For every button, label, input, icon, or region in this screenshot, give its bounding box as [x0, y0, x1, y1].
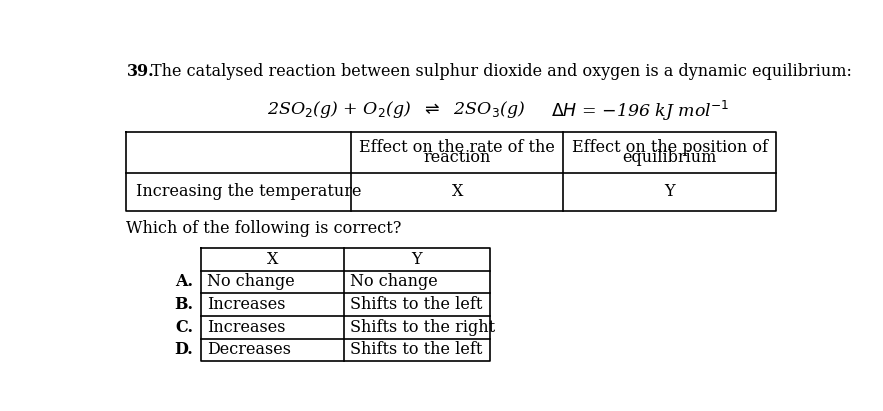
- Text: B.: B.: [175, 296, 193, 313]
- Text: C.: C.: [176, 319, 193, 336]
- Text: D.: D.: [175, 342, 193, 358]
- Text: Effect on the rate of the: Effect on the rate of the: [359, 139, 555, 156]
- Text: Shifts to the left: Shifts to the left: [350, 296, 482, 313]
- Text: X: X: [267, 251, 278, 268]
- Text: reaction: reaction: [424, 149, 491, 166]
- Text: The catalysed reaction between sulphur dioxide and oxygen is a dynamic equilibri: The catalysed reaction between sulphur d…: [151, 63, 852, 80]
- Text: Y: Y: [664, 183, 675, 200]
- Text: Increasing the temperature: Increasing the temperature: [136, 183, 361, 200]
- Text: $\Delta H$ = $-$196 kJ mol$^{-1}$: $\Delta H$ = $-$196 kJ mol$^{-1}$: [552, 99, 729, 123]
- Text: Increases: Increases: [208, 319, 286, 336]
- Text: Shifts to the left: Shifts to the left: [350, 342, 482, 358]
- Text: Shifts to the right: Shifts to the right: [350, 319, 494, 336]
- Text: 39.: 39.: [126, 63, 154, 80]
- Text: 2SO$_2$(g) + O$_2$(g)  $\rightleftharpoons$  2SO$_3$(g): 2SO$_2$(g) + O$_2$(g) $\rightleftharpoon…: [267, 99, 525, 120]
- Text: X: X: [451, 183, 463, 200]
- Text: Y: Y: [411, 251, 422, 268]
- Text: Effect on the position of: Effect on the position of: [571, 139, 767, 156]
- Text: equilibrium: equilibrium: [623, 149, 717, 166]
- Text: Decreases: Decreases: [208, 342, 291, 358]
- Text: No change: No change: [350, 273, 437, 291]
- Text: No change: No change: [208, 273, 295, 291]
- Text: Increases: Increases: [208, 296, 286, 313]
- Text: A.: A.: [176, 273, 193, 291]
- Text: Which of the following is correct?: Which of the following is correct?: [126, 220, 402, 237]
